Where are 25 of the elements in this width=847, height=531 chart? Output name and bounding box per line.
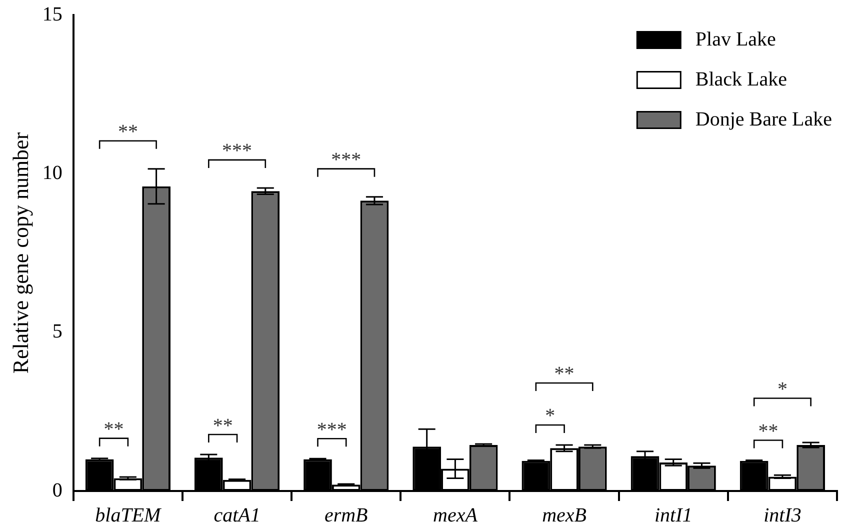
- x-tick-label: ermB: [324, 504, 368, 526]
- x-tick-label: blaTEM: [95, 504, 162, 526]
- x-tick-label: mexB: [542, 504, 586, 526]
- y-axis-title: Relative gene copy number: [8, 132, 33, 374]
- annotation: **: [758, 420, 778, 442]
- y-tick-label: 15: [42, 3, 62, 26]
- x-tick-label: catA1: [214, 504, 260, 526]
- y-tick-label: 10: [42, 162, 62, 184]
- y-tick-label: 0: [52, 479, 62, 502]
- annotation: *: [777, 378, 788, 400]
- annotation: **: [118, 121, 138, 144]
- annotation: ***: [331, 149, 362, 172]
- annotation: **: [104, 418, 124, 441]
- legend-label: Black Lake: [695, 68, 788, 90]
- x-tick-label: intI1: [654, 504, 692, 526]
- annotation: ***: [222, 140, 252, 162]
- annotation: **: [554, 363, 574, 386]
- legend-label: Plav Lake: [695, 28, 776, 50]
- annotation: ***: [316, 418, 347, 441]
- annotation: *: [545, 405, 556, 428]
- y-tick-label: 5: [52, 320, 62, 343]
- x-tick-label: intI3: [764, 504, 802, 526]
- legend-label: Donje Bare Lake: [695, 108, 832, 130]
- x-tick-label: mexA: [432, 504, 478, 526]
- annotation: **: [212, 414, 233, 437]
